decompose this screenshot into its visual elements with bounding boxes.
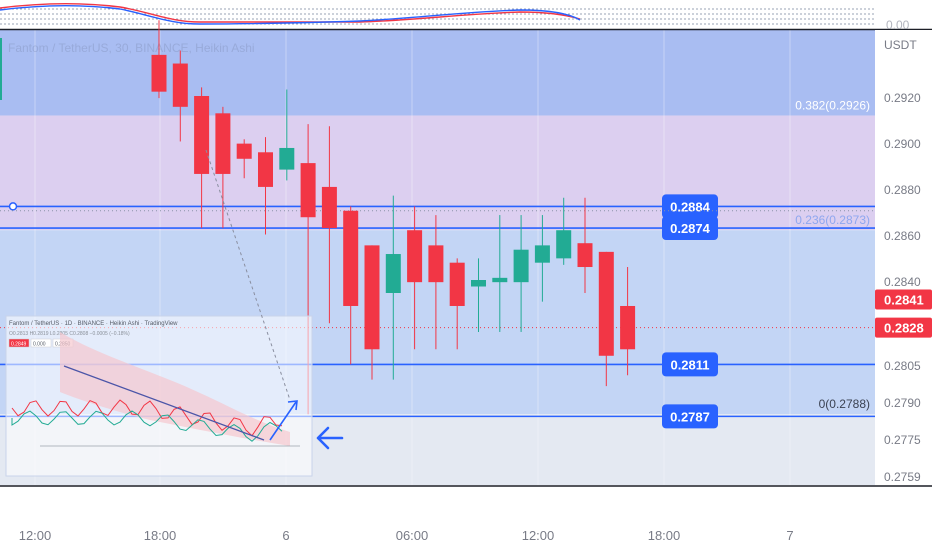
fib-zone-middle xyxy=(0,115,875,231)
candle-body[interactable] xyxy=(556,230,572,259)
candle-body[interactable] xyxy=(385,254,401,293)
inset-tag-text: 0.2849 xyxy=(11,342,27,348)
price-badge-text-0.2841: 0.2841 xyxy=(884,292,924,307)
candle-body[interactable] xyxy=(300,163,316,218)
line-label-box-0.2874[interactable] xyxy=(662,216,718,241)
price-tick-0.2900: 0.2900 xyxy=(884,137,921,151)
candle-body[interactable] xyxy=(620,305,636,350)
symbol-header: Fantom / TetherUS, 30, BINANCE, Heikin A… xyxy=(8,41,255,55)
line-label-0.2874: 0.2874 xyxy=(670,221,711,236)
line-label-box-0.2811[interactable] xyxy=(662,352,718,377)
price-badge-text-0.2828: 0.2828 xyxy=(884,321,924,336)
inset-tag-text: 0.000 xyxy=(33,342,46,348)
candle-body[interactable] xyxy=(321,186,337,229)
price-tick-0.2880: 0.2880 xyxy=(884,183,921,197)
candle-body[interactable] xyxy=(428,245,444,283)
oscillator-main-line xyxy=(0,5,581,25)
candle-body[interactable] xyxy=(598,251,614,356)
price-axis[interactable] xyxy=(875,30,932,486)
candle-body[interactable] xyxy=(449,262,465,306)
candle-body[interactable] xyxy=(279,147,295,170)
price-badge-0.2828 xyxy=(875,317,932,338)
price-badge-0.2841 xyxy=(875,289,932,310)
time-tick-6: 7 xyxy=(786,528,793,543)
price-tick-0.2805: 0.2805 xyxy=(884,359,921,373)
line-label-0.2884: 0.2884 xyxy=(670,199,711,214)
price-tick-0.2840: 0.2840 xyxy=(884,275,921,289)
candle-body[interactable] xyxy=(215,113,231,174)
inset-caption: Fantom / TetherUS · 1D · BINANCE · Heiki… xyxy=(9,321,178,327)
time-tick-3: 06:00 xyxy=(396,528,429,543)
candle-body[interactable] xyxy=(407,230,423,283)
candle-body[interactable] xyxy=(343,210,359,306)
candle-body[interactable] xyxy=(172,63,188,107)
fib-zone-upper xyxy=(0,30,875,116)
price-tick-0.2920: 0.2920 xyxy=(884,91,921,105)
currency-label: USDT xyxy=(884,38,917,52)
candle-body[interactable] xyxy=(471,280,486,287)
line-label-0.2787: 0.2787 xyxy=(670,409,710,424)
inset-tag xyxy=(30,338,52,348)
time-tick-2: 6 xyxy=(282,528,289,543)
fib-label-0236: 0.236(0.2873) xyxy=(795,213,870,227)
price-tick-0.2790: 0.2790 xyxy=(884,396,921,410)
inset-tag xyxy=(8,338,30,348)
time-tick-0: 12:00 xyxy=(19,528,52,543)
inset-stats: O0.2813 H0.2819 L0.2805 C0.2808 −0.0005 … xyxy=(9,331,130,337)
candle-body[interactable] xyxy=(364,245,380,350)
time-tick-4: 12:00 xyxy=(522,528,555,543)
candle-body[interactable] xyxy=(194,96,210,174)
time-axis[interactable] xyxy=(0,486,932,550)
inset-cloud xyxy=(60,332,290,446)
time-tick-1: 18:00 xyxy=(144,528,177,543)
inset-trendline xyxy=(63,365,265,441)
time-tick-5: 18:00 xyxy=(648,528,681,543)
candle-body[interactable] xyxy=(258,152,273,187)
oscillator-signal-line xyxy=(0,3,581,23)
arrow-left-icon xyxy=(316,426,344,450)
candle-body[interactable] xyxy=(534,245,550,263)
line-label-0.2811: 0.2811 xyxy=(670,357,709,372)
inset-breakout-arrow xyxy=(269,400,298,441)
fib-label-0: 0(0.2788) xyxy=(819,397,870,411)
line-anchor-handle[interactable] xyxy=(8,202,18,211)
candle-body[interactable] xyxy=(236,143,252,159)
candle-body[interactable] xyxy=(513,249,529,283)
line-label-box-0.2884[interactable] xyxy=(662,194,718,219)
candle-body[interactable] xyxy=(577,243,593,268)
candle-body[interactable] xyxy=(492,277,508,283)
price-tick-0.2860: 0.2860 xyxy=(884,229,921,243)
fib-label-0382: 0.382(0.2926) xyxy=(795,98,870,112)
candle-body[interactable] xyxy=(151,54,167,92)
oscillator-zero-label: 0.00 xyxy=(886,18,910,32)
dashed-projection-line[interactable] xyxy=(205,149,291,401)
line-label-box-0.2787[interactable] xyxy=(662,404,718,429)
inset-secondary-line xyxy=(11,410,283,442)
price-tick-0.2759: 0.2759 xyxy=(884,470,921,484)
price-tick-0.2775: 0.2775 xyxy=(884,433,921,447)
inset-price-line xyxy=(11,399,283,437)
